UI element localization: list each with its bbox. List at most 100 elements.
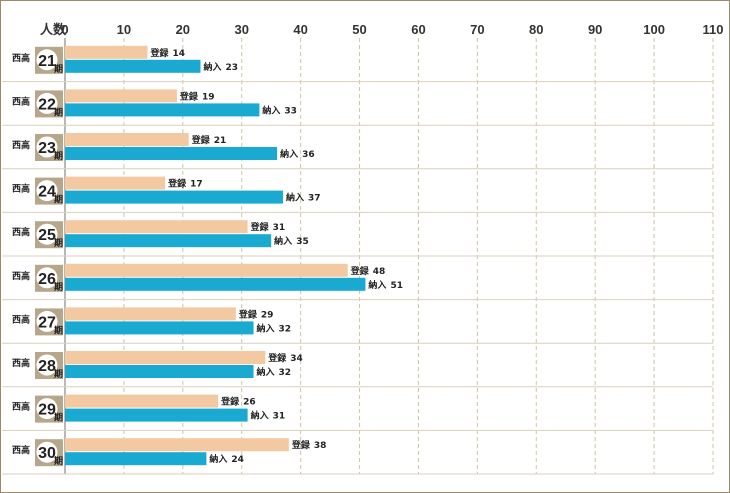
x-tick-label: 10: [117, 22, 131, 37]
data-label-value: 31: [273, 223, 286, 233]
data-label-value: 31: [273, 412, 286, 422]
category-circle: [36, 92, 58, 114]
data-label-series: 納入: [262, 104, 280, 116]
data-label-value: 14: [172, 49, 185, 59]
bar-registered: [65, 176, 166, 190]
data-label: 登録 38: [291, 439, 327, 451]
category-number: 30: [38, 445, 56, 462]
bar-delivered: [65, 103, 260, 117]
category-number: 21: [38, 53, 56, 70]
category-number: 29: [38, 402, 56, 419]
data-label: 登録 48: [350, 265, 386, 277]
bar-delivered: [65, 452, 207, 466]
category-suffix: 期: [54, 106, 63, 118]
data-label: 納入 36: [280, 148, 315, 160]
category-circle: [36, 49, 58, 71]
data-label-series: 納入: [257, 322, 275, 334]
data-label: 登録 14: [149, 47, 185, 59]
category-number: 28: [38, 358, 56, 375]
data-label-series: 登録: [291, 439, 311, 451]
category-number: 23: [38, 140, 56, 157]
x-tick-label: 40: [293, 22, 307, 37]
x-tick-label: 110: [703, 22, 724, 37]
data-label-series: 納入: [280, 148, 298, 160]
bar-registered: [65, 220, 248, 234]
category-circle: [36, 398, 58, 420]
bar-registered: [65, 394, 219, 408]
data-label-value: 37: [308, 194, 321, 204]
data-label-value: 17: [190, 180, 203, 190]
bar-delivered: [65, 147, 278, 160]
bar-delivered: [65, 190, 283, 204]
data-label-value: 26: [243, 398, 256, 408]
data-label-value: 36: [302, 150, 315, 160]
category-prefix: 西高: [12, 183, 30, 195]
x-tick-label: 70: [470, 22, 484, 37]
data-label-value: 29: [261, 310, 274, 320]
data-label-series: 登録: [350, 265, 370, 277]
data-label: 登録 17: [167, 178, 203, 190]
category-suffix: 期: [54, 194, 63, 206]
data-label: 納入 32: [257, 366, 292, 378]
data-label: 登録 26: [220, 396, 256, 408]
bar-delivered: [65, 277, 366, 291]
bar-delivered: [65, 234, 272, 248]
category-circle: [36, 441, 58, 463]
category-prefix: 西高: [12, 139, 30, 151]
category-prefix: 西高: [12, 401, 30, 413]
data-label-series: 納入: [251, 410, 269, 422]
category-suffix: 期: [54, 368, 63, 380]
category-prefix: 西高: [12, 226, 30, 238]
bar-registered: [65, 307, 236, 321]
category-prefix: 西高: [12, 52, 30, 64]
category-circle: [36, 136, 58, 158]
category-suffix: 期: [54, 150, 63, 162]
data-label: 納入 31: [251, 410, 286, 422]
category-circle: [36, 267, 58, 289]
category-prefix: 西高: [12, 270, 30, 282]
data-label-series: 登録: [167, 178, 187, 190]
category-circle: [36, 223, 58, 245]
data-label: 納入 24: [209, 453, 244, 465]
data-label-series: 納入: [286, 192, 304, 204]
data-label-series: 登録: [267, 352, 287, 364]
x-axis-ticks: 0 10 20 30 40 50 60 70 80 90 100 110: [61, 22, 723, 37]
bar-registered: [65, 438, 289, 452]
data-label: 納入 37: [286, 192, 321, 204]
category-number: 25: [38, 227, 56, 244]
data-label: 納入 35: [274, 235, 309, 247]
data-label: 納入 33: [262, 104, 297, 116]
bar-delivered: [65, 365, 254, 378]
bar-registered: [65, 89, 177, 103]
data-label-value: 24: [231, 455, 244, 465]
data-label: 納入 51: [368, 279, 403, 291]
x-tick-label: 60: [411, 22, 425, 37]
x-tick-label: 20: [176, 22, 190, 37]
category-suffix: 期: [54, 324, 63, 336]
data-label-value: 32: [279, 324, 292, 334]
category-suffix: 期: [54, 281, 63, 293]
y-axis-title: 人数: [40, 22, 67, 37]
x-tick-label: 30: [234, 22, 248, 37]
x-tick-label: 0: [61, 22, 68, 37]
data-label: 登録 29: [238, 308, 274, 320]
bar-registered: [65, 263, 348, 277]
data-label: 納入 32: [257, 322, 292, 334]
x-tick-label: 80: [529, 22, 543, 37]
category-suffix: 期: [54, 412, 63, 424]
bar-delivered: [65, 321, 254, 335]
category-suffix: 期: [54, 63, 63, 75]
bar-registered: [65, 351, 266, 364]
category-number: 26: [38, 271, 56, 288]
x-tick-label: 50: [352, 22, 366, 37]
data-label-value: 33: [284, 106, 297, 116]
data-label: 登録 31: [250, 221, 286, 233]
data-label-series: 納入: [257, 366, 275, 378]
data-label-series: 登録: [149, 47, 169, 59]
data-label-series: 登録: [220, 396, 240, 408]
category-number: 24: [38, 184, 56, 201]
x-tick-label: 90: [588, 22, 602, 37]
data-label-series: 登録: [238, 308, 258, 320]
